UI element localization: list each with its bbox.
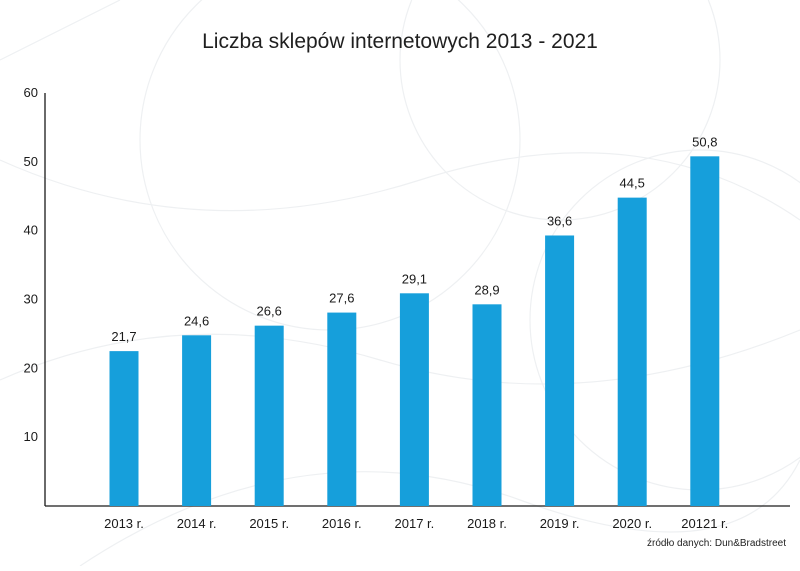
y-tick-label: 30 [24, 292, 38, 307]
x-tick-label: 2019 r. [540, 516, 580, 531]
data-labels: 21,7 24,6 26,6 27,6 29,1 28,9 36,6 44,5 50,8 [111, 134, 717, 344]
bar [109, 351, 139, 506]
x-tick-label: 2017 r. [395, 516, 435, 531]
bar [617, 197, 647, 507]
x-tick-label: 2018 r. [467, 516, 507, 531]
bar [545, 235, 575, 507]
data-label: 21,7 [111, 329, 136, 344]
x-tick-labels: 2013 r. 2014 r. 2015 r. 2016 r. 2017 r. 2018 … [104, 516, 728, 531]
bar [399, 293, 429, 506]
data-label: 26,6 [257, 304, 282, 319]
data-label: 44,5 [620, 176, 645, 191]
bars [109, 156, 720, 507]
bar [182, 335, 212, 506]
x-tick-label: 20121 r. [681, 516, 728, 531]
x-tick-label: 2015 r. [249, 516, 289, 531]
data-label: 29,1 [402, 271, 427, 286]
y-tick-label: 40 [24, 223, 38, 238]
bar [254, 325, 284, 506]
x-tick-label: 2016 r. [322, 516, 362, 531]
data-label: 24,6 [184, 313, 209, 328]
data-label: 28,9 [474, 282, 499, 297]
data-label: 27,6 [329, 291, 354, 306]
bar [690, 156, 720, 506]
bar [472, 304, 502, 506]
bar [327, 312, 357, 506]
data-label: 36,6 [547, 213, 572, 228]
y-tick-label: 60 [24, 85, 38, 100]
chart-title: Liczba sklepów internetowych 2013 - 2021 [202, 30, 598, 53]
y-tick-label: 20 [24, 360, 38, 375]
x-tick-label: 2013 r. [104, 516, 144, 531]
y-tick-label: 50 [24, 154, 38, 169]
x-tick-label: 2014 r. [177, 516, 217, 531]
y-tick-labels: 10 20 30 40 50 60 [24, 85, 38, 444]
y-tick-label: 10 [24, 429, 38, 444]
x-tick-label: 2020 r. [612, 516, 652, 531]
source-note: źródło danych: Dun&Bradstreet [647, 538, 786, 549]
data-label: 50,8 [692, 134, 717, 149]
